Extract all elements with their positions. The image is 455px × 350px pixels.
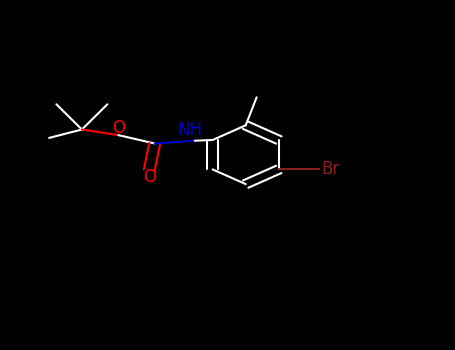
Text: O: O (143, 168, 156, 186)
Text: O: O (112, 119, 125, 137)
Text: Br: Br (321, 160, 339, 178)
Text: NH: NH (178, 121, 202, 139)
